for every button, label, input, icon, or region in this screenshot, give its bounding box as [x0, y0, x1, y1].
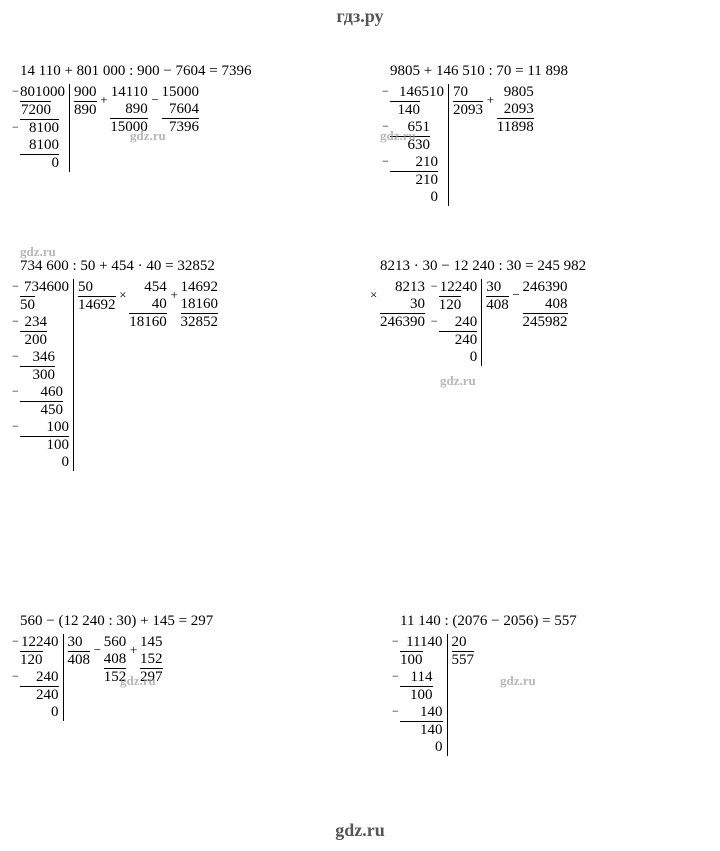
- long-division: −12240 120 −240 240 0 30 408: [439, 279, 509, 366]
- expression: 560 − (12 240 : 30) + 145 = 297: [20, 613, 213, 630]
- long-division: −734600 50 −234 200 −346 300 −460 450 −1…: [20, 279, 116, 471]
- multiplication: × 454 40 18160: [129, 279, 167, 331]
- long-division: −801000 7200 −8100 8100 0 900 890: [20, 84, 97, 172]
- long-division: −12240 120 −240 240 0 30 408: [20, 634, 90, 721]
- site-header: гдз.ру: [0, 0, 720, 33]
- expression: 734 600 : 50 + 454 · 40 = 32852: [20, 258, 228, 275]
- expression: 8213 · 30 − 12 240 : 30 = 245 982: [380, 258, 586, 275]
- multiplication: × 8213 30 246390: [380, 279, 425, 331]
- problem-1: 14 110 + 801 000 : 900 − 7604 = 7396 −80…: [20, 63, 252, 172]
- problem-4: 8213 · 30 − 12 240 : 30 = 245 982 × 8213…: [380, 258, 586, 366]
- long-division: −146510 140 −651 630 −210 210 0 70 2093: [390, 84, 483, 206]
- long-division: −11140 100 −114 100 −140 140 0 20 557: [400, 634, 474, 756]
- watermark: gdz.ru: [130, 128, 166, 144]
- subtraction: − 15000 7604 7396: [162, 84, 200, 136]
- addition: + 9805 2093 11898: [497, 84, 534, 136]
- watermark: gdz.ru: [20, 244, 56, 260]
- watermark: gdz.ru: [380, 128, 416, 144]
- problem-2: 9805 + 146 510 : 70 = 11 898 −146510 140…: [390, 63, 568, 206]
- watermark: gdz.ru: [440, 373, 476, 389]
- problem-6: 11 140 : (2076 − 2056) = 557 −11140 100 …: [400, 613, 577, 756]
- expression: 11 140 : (2076 − 2056) = 557: [400, 613, 577, 630]
- expression: 9805 + 146 510 : 70 = 11 898: [390, 63, 568, 80]
- addition: + 14692 18160 32852: [181, 279, 219, 331]
- watermark: gdz.ru: [500, 673, 536, 689]
- expression: 14 110 + 801 000 : 900 − 7604 = 7396: [20, 63, 252, 80]
- site-footer: gdz.ru: [0, 814, 720, 847]
- problem-5: 560 − (12 240 : 30) + 145 = 297 −12240 1…: [20, 613, 213, 721]
- problem-3: gdz.ru 734 600 : 50 + 454 · 40 = 32852 −…: [20, 258, 228, 471]
- watermark: gdz.ru: [120, 673, 156, 689]
- subtraction: − 246390 408 245982: [523, 279, 568, 331]
